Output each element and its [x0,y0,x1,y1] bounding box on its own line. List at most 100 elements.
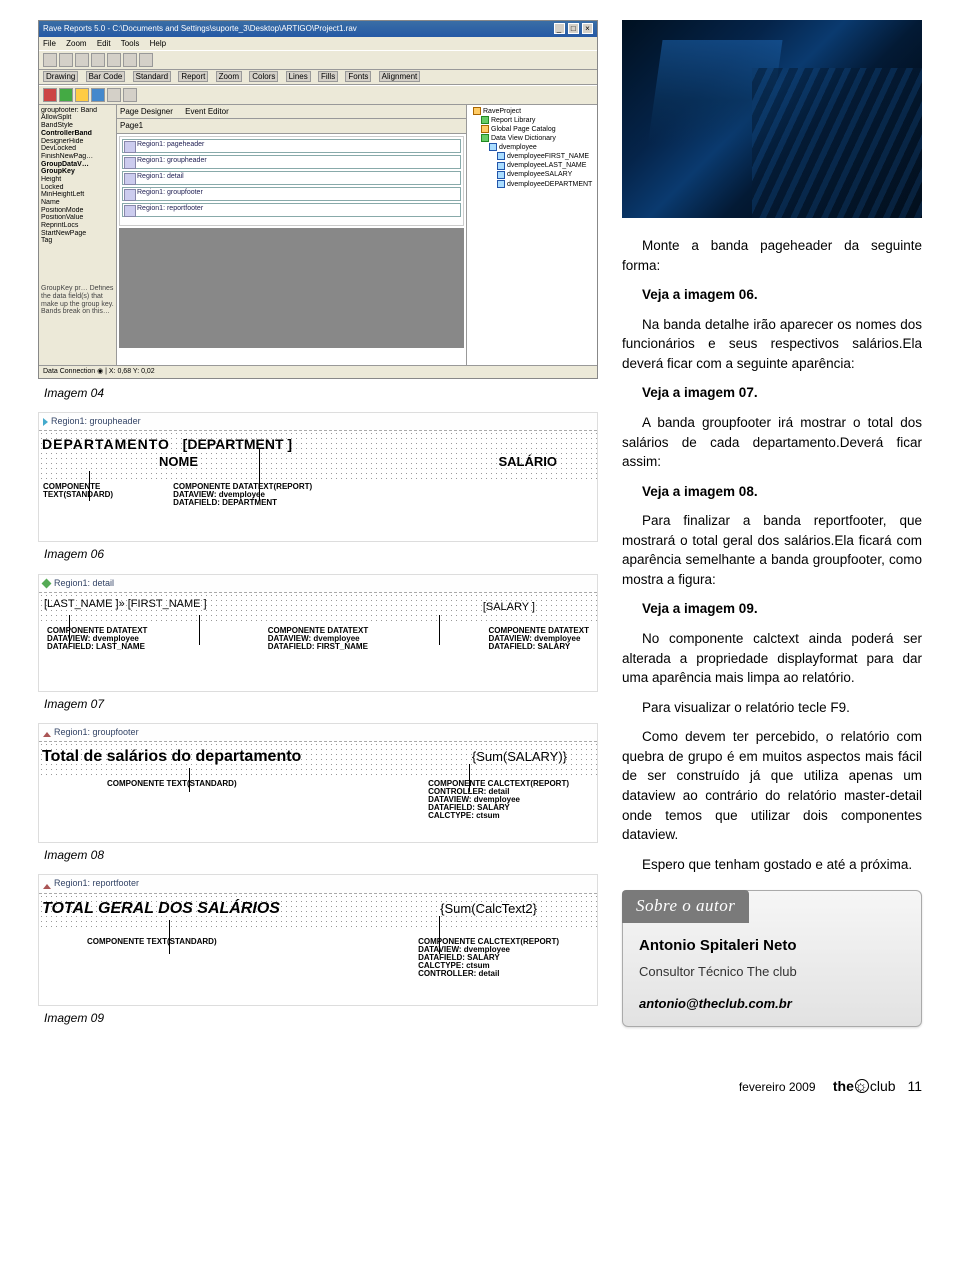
ide-tabstrip[interactable]: Drawing Bar Code Standard Report Zoom Co… [39,70,597,85]
toolbar-btn[interactable] [107,53,121,67]
inspector-row[interactable]: DevLocked [41,145,114,153]
caption-img09: Imagem 09 [44,1010,598,1027]
tab-colors[interactable]: Colors [249,71,278,82]
inspector-row[interactable]: MinHeightLeft [41,191,114,199]
tab-fills[interactable]: Fills [318,71,338,82]
toolbar-btn[interactable] [107,88,121,102]
toolbar-btn[interactable] [75,88,89,102]
footer-date: fevereiro 2009 [739,1080,816,1094]
canvas-empty [119,228,464,348]
table-icon [489,143,497,151]
tree-item[interactable]: dvemployeeDEPARTMENT [507,181,592,188]
para: Para finalizar a banda reportfooter, que… [622,511,922,589]
band-detail[interactable]: Region1: detail [122,171,461,185]
close-icon[interactable]: × [582,23,593,34]
tab-drawing[interactable]: Drawing [43,71,78,82]
inspector-row[interactable]: GroupDataV… [41,161,114,169]
toolbar-btn[interactable] [43,88,57,102]
tab-page-designer[interactable]: Page Designer [120,107,173,116]
toolbar-btn[interactable] [123,53,137,67]
menu-edit[interactable]: Edit [97,39,111,48]
panel-img07: Region1: detail [LAST_NAME ]» [FIRST_NAM… [38,574,598,692]
band-groupfooter[interactable]: Region1: groupfooter [122,187,461,201]
window-buttons[interactable]: _ □ × [553,23,593,35]
maximize-icon[interactable]: □ [568,23,579,34]
see-image-link: Veja a imagem 08. [622,482,922,502]
inspector-row[interactable]: StartNewPage [41,230,114,238]
inspector-row[interactable]: PositionValue [41,214,114,222]
para: Como devem ter percebido, o relatório co… [622,727,922,844]
inspector-row[interactable]: FinishNewPag… [41,153,114,161]
band-reportfooter[interactable]: Region1: reportfooter [122,203,461,217]
para: Monte a banda pageheader da seguinte for… [622,236,922,275]
field-department: [DEPARTMENT ] [183,436,292,452]
ide-toolbar[interactable] [39,50,597,70]
tab-standard[interactable]: Standard [133,71,171,82]
toolbar-btn[interactable] [59,88,73,102]
toolbar-btn[interactable] [43,53,57,67]
menu-help[interactable]: Help [150,39,166,48]
inspector-row[interactable]: AllowSplit [41,114,114,122]
logo-club: club [870,1078,896,1094]
tab-report[interactable]: Report [178,71,208,82]
tree-item[interactable]: dvemployeeSALARY [507,171,572,178]
panel-img06: Region1: groupheader DEPARTAMENTO [DEPAR… [38,412,598,542]
tree-item[interactable]: dvemployeeLAST_NAME [507,162,586,169]
inspector-row[interactable]: ControllerBand [41,130,114,138]
ide-menubar[interactable]: File Zoom Edit Tools Help [39,37,597,51]
inspector-row[interactable]: GroupKey [41,168,114,176]
tab-lines[interactable]: Lines [286,71,311,82]
folder-icon [481,134,489,142]
caption-img08: Imagem 08 [44,847,598,864]
toolbar-btn[interactable] [91,88,105,102]
para: A banda groupfooter irá mostrar o total … [622,413,922,472]
inspector-row[interactable]: DesignerHide [41,138,114,146]
expr-sum-salary: {Sum(SALARY)} [472,748,567,767]
band-pageheader[interactable]: Region1: pageheader [122,139,461,153]
page-footer: fevereiro 2009 theclub 11 [0,1058,960,1106]
tree-item[interactable]: dvemployeeFIRST_NAME [507,153,589,160]
toolbar-btn[interactable] [123,88,137,102]
toolbar-btn[interactable] [59,53,73,67]
ide-titlebar: Rave Reports 5.0 - C:\Documents and Sett… [39,21,597,37]
tree-root[interactable]: RaveProject [483,108,521,115]
tree-item[interactable]: Report Library [491,117,535,124]
ide-screenshot: Rave Reports 5.0 - C:\Documents and Sett… [38,20,598,379]
designer-tabs[interactable]: Page Designer Event Editor [117,105,466,120]
field-icon [497,180,505,188]
design-area[interactable]: Page Designer Event Editor Page1 Region1… [117,105,467,365]
page-tab[interactable]: Page1 [117,119,466,134]
inspector-row[interactable]: groupfooter: Band [41,107,114,115]
menu-tools[interactable]: Tools [121,39,140,48]
inspector-row[interactable]: Name [41,199,114,207]
tab-zoom[interactable]: Zoom [216,71,242,82]
object-inspector[interactable]: groupfooter: Band AllowSplit BandStyle C… [39,105,117,365]
toolbar-btn[interactable] [139,53,153,67]
inspector-row[interactable]: Tag [41,237,114,245]
toolbar-btn[interactable] [75,53,89,67]
tree-item[interactable]: Data View Dictionary [491,135,556,142]
inspector-row[interactable]: BandStyle [41,122,114,130]
inspector-row[interactable]: PositionMode [41,207,114,215]
tab-barcode[interactable]: Bar Code [86,71,126,82]
project-tree[interactable]: RaveProject Report Library Global Page C… [467,105,597,365]
minimize-icon[interactable]: _ [554,23,565,34]
author-tab: Sobre o autor [622,890,749,923]
menu-file[interactable]: File [43,39,56,48]
tab-alignment[interactable]: Alignment [379,71,421,82]
tab-fonts[interactable]: Fonts [345,71,371,82]
annot-datatext: COMPONENTE DATATEXT(REPORT) DATAVIEW: dv… [173,483,312,507]
tree-item[interactable]: Global Page Catalog [491,126,556,133]
menu-zoom[interactable]: Zoom [66,39,86,48]
inspector-row[interactable]: Locked [41,184,114,192]
tab-event-editor[interactable]: Event Editor [185,107,229,116]
ide-toolbar-2[interactable] [39,85,597,105]
toolbar-btn[interactable] [91,53,105,67]
band-groupheader[interactable]: Region1: groupheader [122,155,461,169]
tree-item[interactable]: dvemployee [499,144,537,151]
inspector-row[interactable]: ReprintLocs [41,222,114,230]
inspector-row[interactable]: Height [41,176,114,184]
region-header: Region1: groupfooter [39,724,597,742]
design-canvas[interactable]: Region1: pageheader Region1: groupheader… [119,136,464,226]
panel-img08: Region1: groupfooter Total de salários d… [38,723,598,843]
